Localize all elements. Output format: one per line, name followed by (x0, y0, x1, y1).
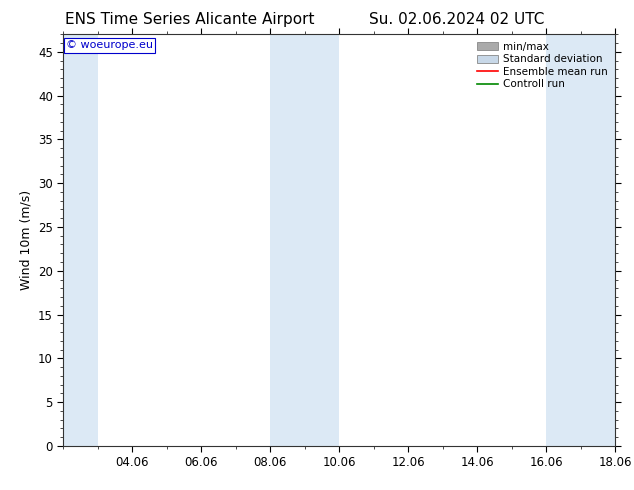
Text: © woeurope.eu: © woeurope.eu (66, 41, 153, 50)
Bar (270, 34, 339, 446)
Bar (63, 34, 98, 446)
Legend: min/max, Standard deviation, Ensemble mean run, Controll run: min/max, Standard deviation, Ensemble me… (475, 40, 610, 92)
Text: ENS Time Series Alicante Airport: ENS Time Series Alicante Airport (65, 12, 315, 27)
Bar (546, 34, 615, 446)
Text: Su. 02.06.2024 02 UTC: Su. 02.06.2024 02 UTC (369, 12, 544, 27)
Y-axis label: Wind 10m (m/s): Wind 10m (m/s) (20, 190, 32, 290)
